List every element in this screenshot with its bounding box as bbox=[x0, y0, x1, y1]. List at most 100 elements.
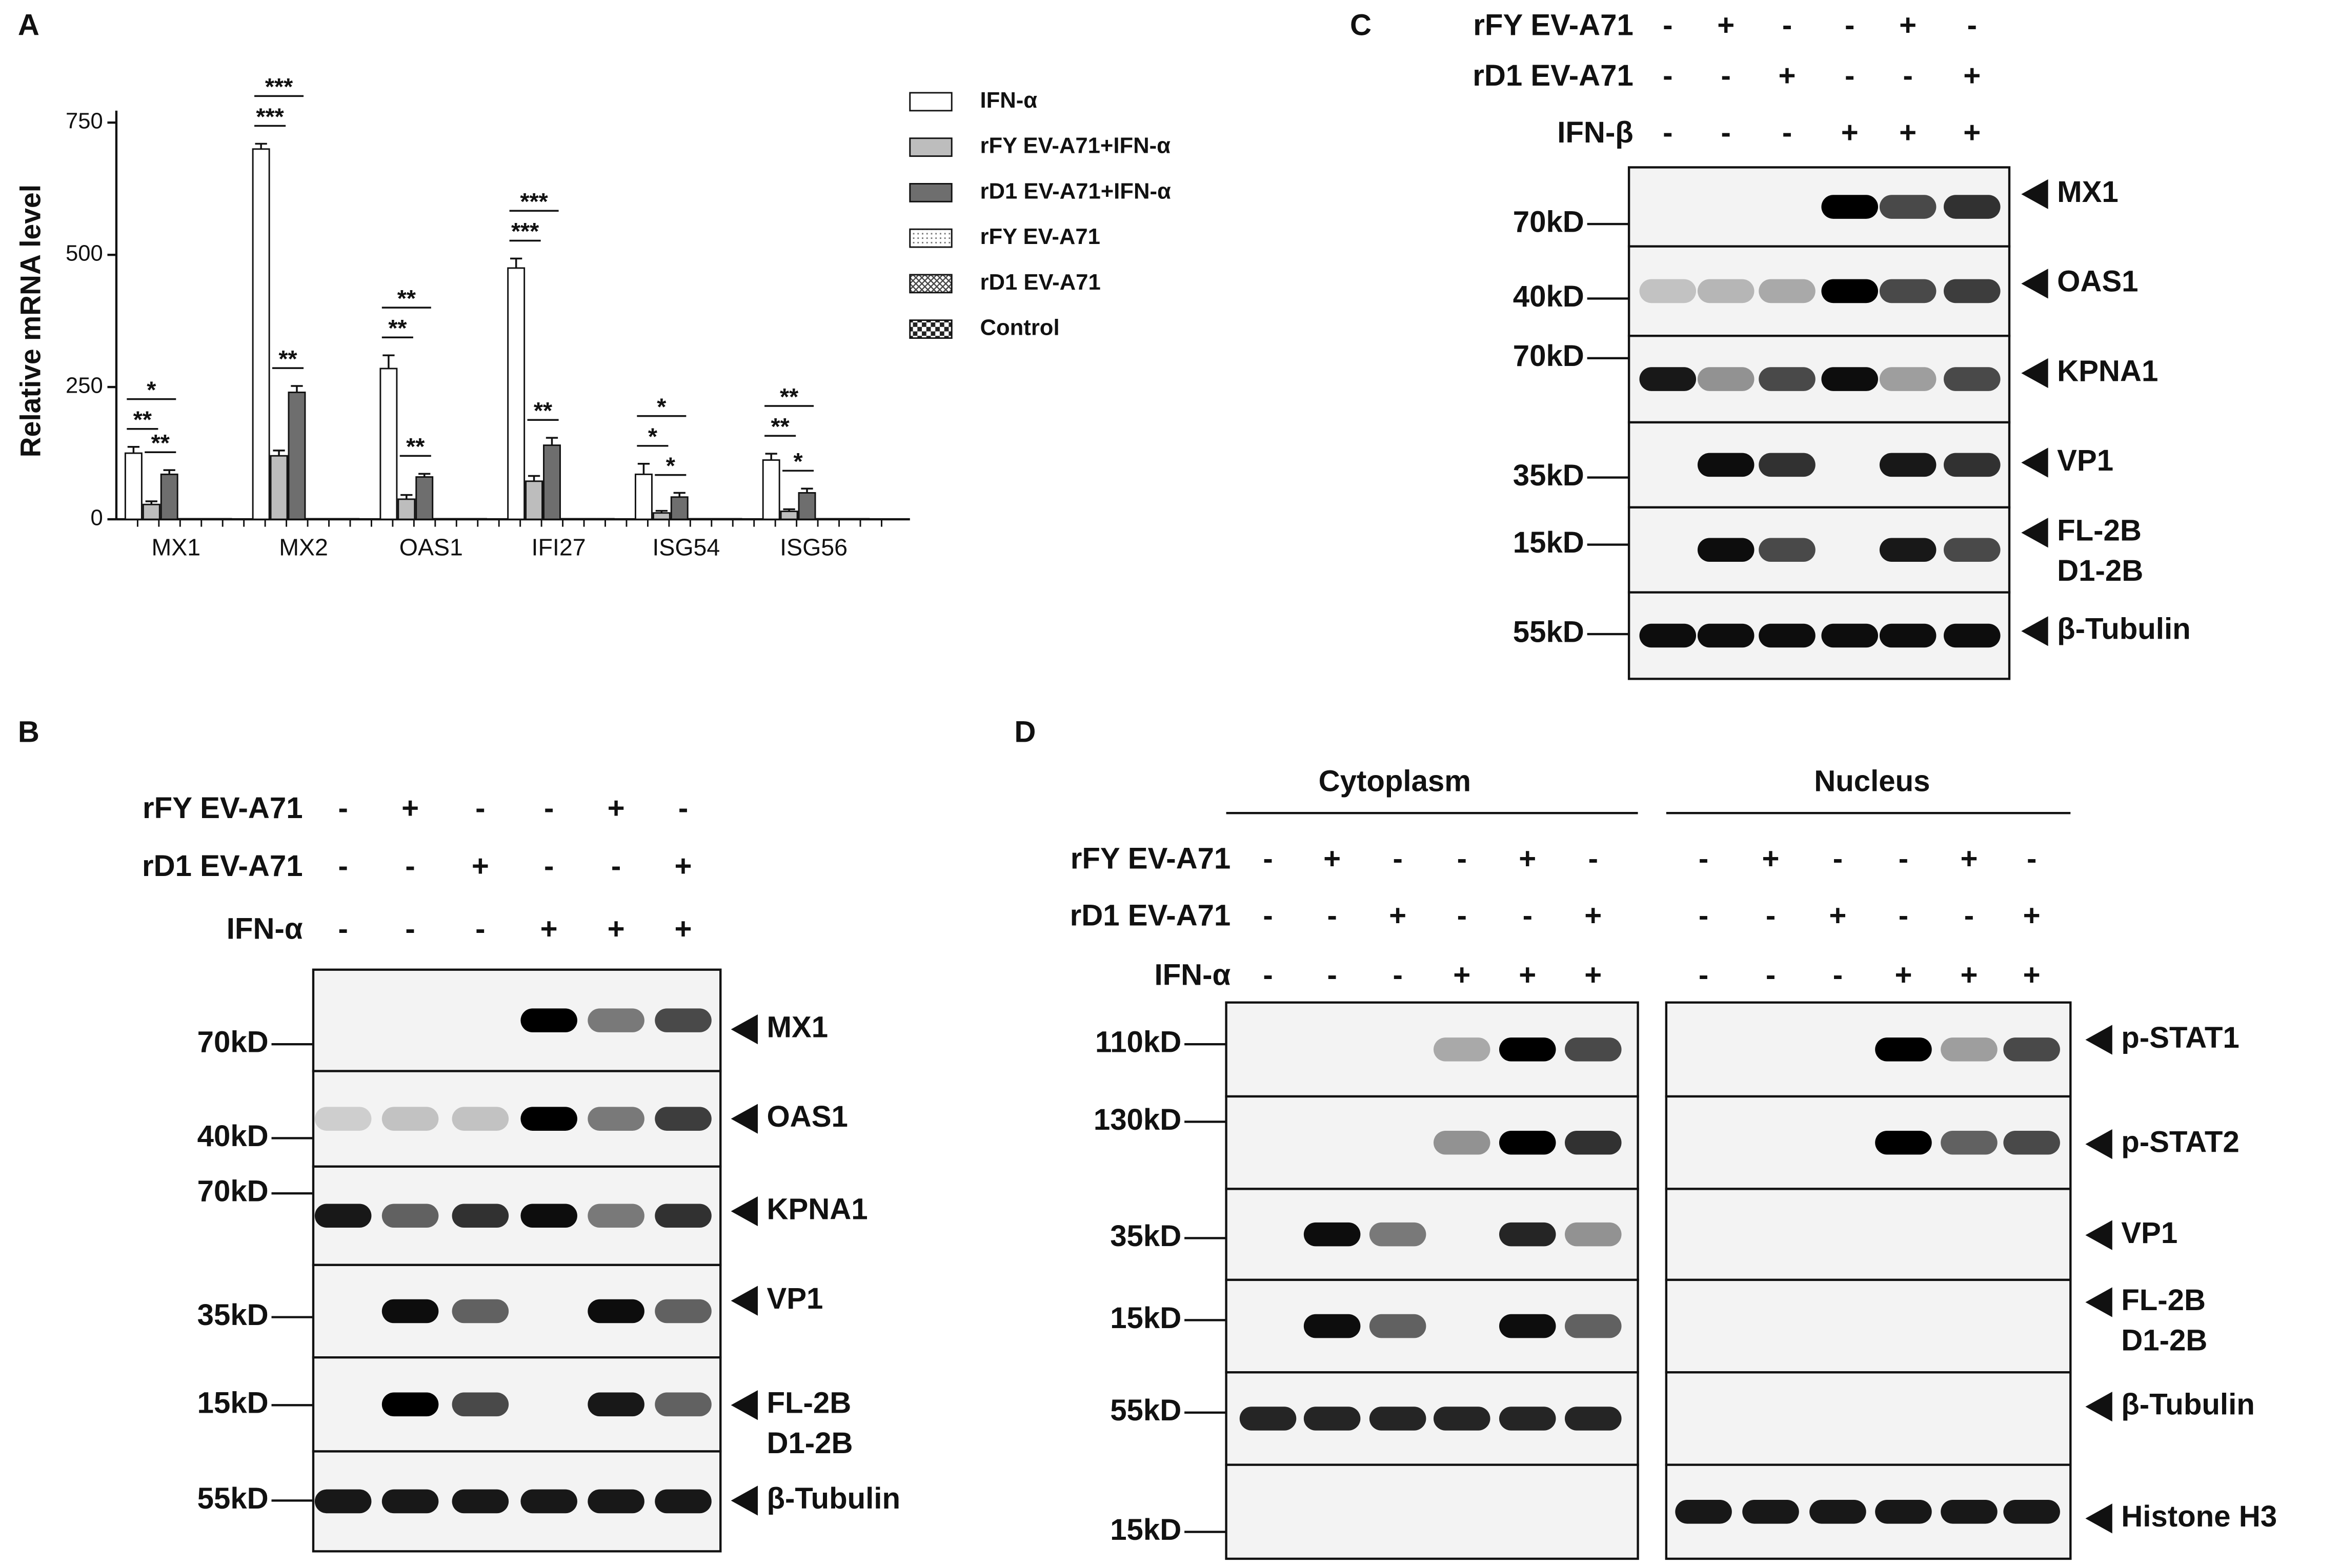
arrowhead bbox=[2021, 179, 2048, 209]
band bbox=[1303, 1407, 1361, 1431]
lane-sign: - bbox=[1766, 899, 1776, 932]
band bbox=[1697, 453, 1755, 477]
lane-sign: - bbox=[1457, 899, 1467, 932]
band bbox=[1821, 195, 1878, 219]
lane-sign: - bbox=[338, 791, 348, 825]
band-label: OAS1 bbox=[2057, 265, 2138, 298]
lane-sign: + bbox=[401, 791, 419, 825]
band bbox=[1821, 623, 1878, 648]
band bbox=[1565, 1222, 1622, 1247]
error-bar bbox=[273, 450, 285, 456]
band bbox=[1239, 1407, 1297, 1431]
band bbox=[588, 1107, 644, 1131]
lane-sign: - bbox=[338, 849, 348, 883]
condition-label: IFN-α bbox=[1154, 959, 1231, 992]
significance-label: * bbox=[666, 452, 676, 479]
band bbox=[1879, 195, 1937, 219]
band bbox=[1697, 367, 1755, 391]
lane-sign: - bbox=[1699, 899, 1708, 932]
error-bar bbox=[418, 473, 431, 477]
size-marker: 70kD bbox=[1513, 205, 1584, 238]
lane-sign: - bbox=[1845, 8, 1854, 42]
band bbox=[1639, 367, 1697, 391]
lane-sign: - bbox=[1899, 842, 1908, 875]
bar bbox=[124, 452, 143, 520]
band bbox=[655, 1107, 712, 1131]
band bbox=[520, 1107, 577, 1131]
arrowhead bbox=[2085, 1392, 2112, 1422]
error-bar bbox=[255, 142, 267, 149]
lane-sign: + bbox=[1899, 116, 1917, 149]
band bbox=[1499, 1314, 1556, 1338]
arrowhead bbox=[2085, 1025, 2112, 1055]
bar bbox=[142, 503, 160, 520]
size-marker: 15kD bbox=[1110, 1513, 1181, 1546]
band bbox=[1943, 279, 2001, 303]
lane-sign: - bbox=[1899, 899, 1908, 932]
blot-strip bbox=[1665, 1463, 2072, 1560]
lane-sign: + bbox=[1584, 899, 1602, 932]
error-bar bbox=[127, 445, 140, 454]
band bbox=[1369, 1407, 1426, 1431]
lane-sign: - bbox=[1782, 116, 1792, 149]
band-label: p-STAT1 bbox=[2121, 1021, 2240, 1054]
lane-sign: - bbox=[1327, 959, 1337, 992]
x-tick-label: MX1 bbox=[151, 534, 200, 561]
band bbox=[1433, 1407, 1490, 1431]
bar bbox=[634, 473, 653, 520]
lane-sign: + bbox=[1963, 59, 1981, 92]
size-marker: 70kD bbox=[197, 1175, 269, 1208]
error-bar bbox=[783, 508, 795, 512]
band-label: MX1 bbox=[2057, 175, 2119, 209]
section-title: Nucleus bbox=[1814, 764, 1930, 798]
band bbox=[1821, 279, 1878, 303]
band-label: FL-2B bbox=[767, 1387, 851, 1420]
error-bar bbox=[637, 462, 650, 475]
band-label: VP1 bbox=[2057, 444, 2113, 477]
band bbox=[1875, 1500, 1932, 1524]
lane-sign: + bbox=[1519, 842, 1536, 875]
band bbox=[1433, 1037, 1490, 1062]
band-label: KPNA1 bbox=[767, 1192, 868, 1226]
band-label: KPNA1 bbox=[2057, 354, 2158, 388]
arrowhead bbox=[2021, 447, 2048, 478]
bar bbox=[762, 459, 780, 520]
lane-sign: - bbox=[544, 791, 554, 825]
error-bar bbox=[382, 354, 395, 369]
size-marker: 130kD bbox=[1094, 1103, 1181, 1136]
lane-sign: - bbox=[338, 912, 348, 945]
lane-sign: - bbox=[2027, 842, 2036, 875]
error-bar bbox=[291, 385, 303, 393]
bar bbox=[270, 455, 288, 520]
error-bar bbox=[528, 475, 540, 481]
size-marker: 55kD bbox=[1110, 1394, 1181, 1427]
arrowhead bbox=[731, 1286, 758, 1316]
size-marker: 70kD bbox=[1513, 339, 1584, 373]
band bbox=[1759, 623, 1816, 648]
y-tick-label: 0 bbox=[90, 505, 103, 531]
band bbox=[1941, 1130, 1998, 1155]
band bbox=[1433, 1130, 1490, 1155]
lane-sign: - bbox=[1393, 959, 1402, 992]
band bbox=[520, 1008, 577, 1032]
band bbox=[452, 1299, 509, 1323]
band bbox=[1943, 367, 2001, 391]
band bbox=[1879, 367, 1937, 391]
legend-swatch bbox=[909, 228, 953, 248]
band bbox=[1759, 453, 1816, 477]
size-marker: 15kD bbox=[197, 1387, 269, 1420]
legend-label: rFY EV-A71 bbox=[980, 224, 1100, 249]
band-label: FL-2B bbox=[2057, 514, 2142, 547]
bar bbox=[798, 492, 816, 520]
lane-sign: - bbox=[544, 849, 554, 883]
arrowhead bbox=[2085, 1503, 2112, 1534]
band bbox=[588, 1392, 644, 1417]
lane-sign: - bbox=[405, 849, 415, 883]
significance-label: *** bbox=[520, 188, 548, 215]
bar bbox=[780, 511, 798, 520]
blot-strip bbox=[312, 1264, 722, 1359]
band bbox=[1941, 1037, 1998, 1062]
error-bar bbox=[765, 453, 777, 460]
lane-sign: + bbox=[2023, 899, 2041, 932]
band bbox=[1565, 1037, 1622, 1062]
